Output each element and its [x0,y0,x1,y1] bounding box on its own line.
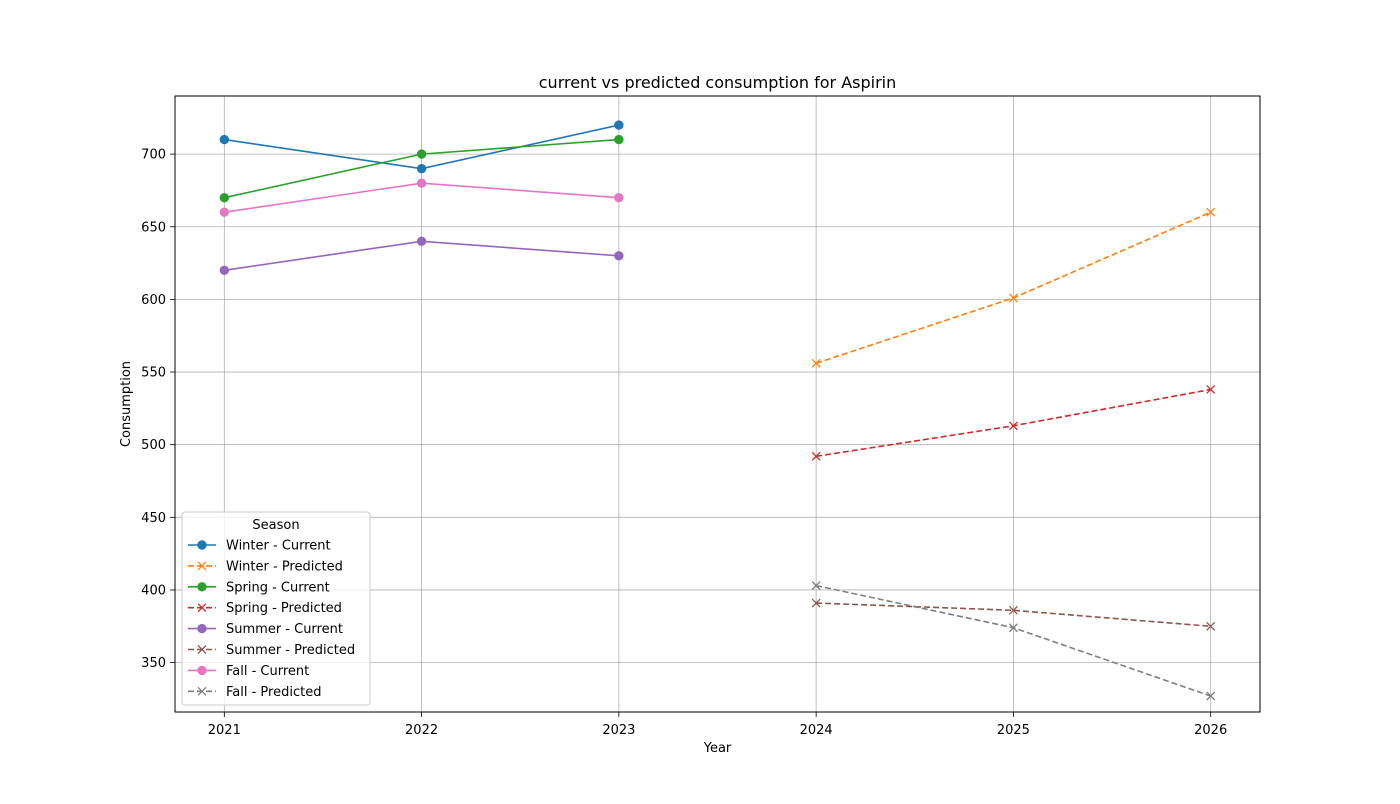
y-tick-label: 700 [141,148,166,163]
legend-marker [197,623,207,634]
tick-layer: 2021 2022 2023 2024 2025 2026 350 400 450 500 550 6… [141,148,1227,738]
data-point [1206,621,1216,631]
data-point [811,451,821,461]
data-point [219,192,230,203]
series-summer-current [219,236,624,276]
legend-entry-summer-current: Summer - Current [188,622,343,637]
legend-box [181,511,371,706]
grid-layer [175,96,1260,712]
legend-label: Fall - Predicted [226,685,321,700]
data-point [1008,421,1018,431]
legend-label: Fall - Current [226,664,309,679]
series-layer [219,120,1216,701]
series-winter-current [219,120,624,174]
y-tick-label: 650 [141,220,166,235]
legend-entry-spring-predicted: Spring - Predicted [188,601,342,616]
series-winter-predicted [811,207,1216,368]
data-point [811,358,821,368]
legend-marker [197,665,207,676]
plot-area-frame [174,95,1261,713]
legend-marker [197,561,207,571]
legend-entry-summer-predicted: Summer - Predicted [188,643,355,658]
y-axis-label: Consumption [119,361,134,447]
legend-marker [197,540,207,550]
data-point [1206,207,1216,217]
data-point [614,134,624,145]
data-point [416,149,427,159]
x-tick-label: 2023 [602,723,635,738]
data-point [416,163,427,174]
series-fall-current [219,178,624,217]
series-spring-predicted [811,385,1216,461]
legend-entry-winter-predicted: Winter - Predicted [188,559,343,574]
y-tick-label: 350 [141,656,166,671]
legend-entries: Winter - Current Winter - Predicted Spring… [188,539,355,700]
legend-entry-spring-current: Spring - Current [188,580,330,595]
y-tick-label: 400 [141,583,166,598]
legend-label: Spring - Current [226,580,330,595]
legend-label: Winter - Current [226,539,331,554]
data-point [219,207,230,217]
data-point [416,236,427,246]
legend-marker [197,582,207,592]
legend-title: Season [252,518,299,533]
legend-marker [197,645,207,654]
legend-entry-fall-predicted: Fall - Predicted [188,685,321,700]
x-tick-label: 2022 [405,723,438,738]
data-point [1008,293,1018,303]
y-tick-label: 550 [141,366,166,381]
y-tick-label: 500 [141,438,166,453]
data-point [219,134,230,145]
x-axis-label: Year [703,741,732,756]
legend-entry-fall-current: Fall - Current [188,664,309,679]
y-tick-label: 450 [141,511,166,526]
series-line [816,602,1211,628]
x-tick-label: 2025 [997,723,1030,738]
data-point [1008,605,1018,615]
data-point [811,581,821,591]
y-tick-label: 600 [141,293,166,308]
data-point [614,120,624,130]
legend-marker [197,603,207,613]
legend-entry-winter-current: Winter - Current [188,539,331,554]
data-point [614,192,624,203]
series-summer-predicted [811,598,1216,631]
series-fall-predicted [811,581,1216,701]
data-point [614,251,624,261]
series-spring-current [219,134,624,203]
legend-label: Winter - Predicted [226,559,343,574]
data-point [1008,623,1018,633]
data-point [811,598,821,608]
legend-label: Spring - Predicted [226,601,342,616]
data-point [416,178,427,188]
legend-label: Summer - Predicted [226,643,355,658]
x-tick-label: 2026 [1194,723,1227,738]
legend-marker [197,686,207,696]
data-point [1206,691,1216,701]
chart-title: current vs predicted consumption for Asp… [539,73,897,92]
x-tick-label: 2021 [208,723,241,738]
data-point [219,265,230,276]
legend-label: Summer - Current [226,622,343,637]
x-tick-label: 2024 [800,723,833,738]
legend: Season Winter - Current Winter - Predicte… [181,511,371,706]
data-point [1206,385,1216,394]
